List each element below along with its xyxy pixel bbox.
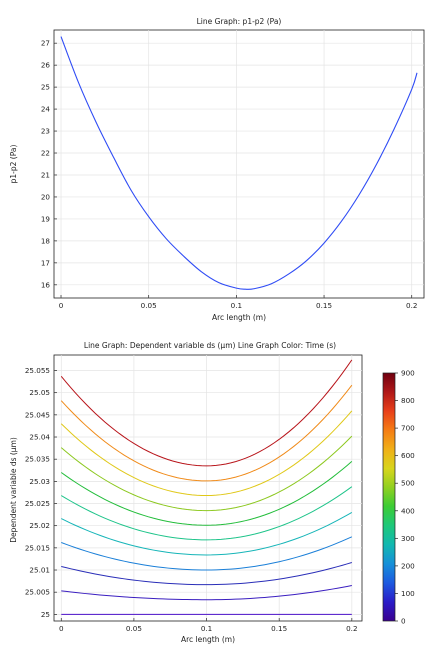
chart-bottom: Line Graph: Dependent variable ds (μm) L… xyxy=(9,341,415,644)
colorbar-tick-label: 800 xyxy=(401,396,415,405)
chart-bottom-series-line-t200 xyxy=(61,562,352,586)
chart-top-x-tick-label: 0 xyxy=(59,301,64,310)
chart-top-y-label: p1-p2 (Pa) xyxy=(9,145,18,184)
chart-top-y-tick-label: 21 xyxy=(41,170,50,179)
chart-bottom-series-line-t700 xyxy=(60,410,353,497)
chart-bottom-x-ticks: 0 0.05 0.1 0.15 0.2 xyxy=(59,618,358,633)
chart-top-grid xyxy=(54,30,424,298)
chart-bottom-y-tick-label: 25.01 xyxy=(29,566,50,575)
colorbar-tick-label: 100 xyxy=(401,589,415,598)
chart-bottom-y-ticks: 25 25.005 25.01 25.015 25.02 25.025 25.03 25.03… xyxy=(25,366,57,619)
chart-top-x-tick-label: 0.2 xyxy=(406,301,417,310)
chart-bottom-y-tick-label: 25.015 xyxy=(25,543,50,552)
colorbar-gradient xyxy=(382,372,396,622)
chart-bottom-series-line-t450 xyxy=(61,486,353,541)
chart-top-x-label: Arc length (m) xyxy=(212,313,266,322)
chart-bottom-series-line-t100 xyxy=(61,585,352,601)
chart-bottom-x-tick-label: 0.2 xyxy=(346,624,357,633)
colorbar-tick-label: 600 xyxy=(401,451,415,460)
chart-top-y-tick-label: 18 xyxy=(41,236,51,245)
chart-top-x-ticks: 0 0.05 0.1 0.15 0.2 xyxy=(59,295,417,310)
chart-bottom-y-tick-label: 25.04 xyxy=(29,433,50,442)
chart-bottom-x-tick-label: 0.05 xyxy=(126,624,142,633)
chart-bottom-x-tick-label: 0.1 xyxy=(201,624,212,633)
chart-top-y-tick-label: 17 xyxy=(41,258,50,267)
chart-bottom-series-line-t500 xyxy=(60,461,353,526)
chart-top-y-tick-label: 19 xyxy=(41,214,51,223)
chart-top-y-tick-label: 26 xyxy=(41,61,51,70)
chart-bottom-series-line-t600 xyxy=(60,435,353,512)
chart-bottom-y-tick-label: 25.025 xyxy=(25,499,50,508)
chart-top-y-tick-label: 27 xyxy=(41,39,50,48)
chart-bottom-y-tick-label: 25.035 xyxy=(25,455,50,464)
chart-bottom-x-tick-label: 0 xyxy=(59,624,64,633)
chart-top-title: Line Graph: p1-p2 (Pa) xyxy=(197,17,282,26)
chart-bottom-y-tick-label: 25.02 xyxy=(29,521,50,530)
colorbar-tick-label: 0 xyxy=(401,617,406,626)
chart-bottom-y-tick-label: 25.05 xyxy=(29,388,50,397)
chart-bottom-y-label: Dependent variable ds (μm) xyxy=(9,437,18,543)
chart-bottom-y-tick-label: 25.055 xyxy=(25,366,50,375)
chart-top-series-line xyxy=(60,36,418,290)
chart-bottom-x-tick-label: 0.15 xyxy=(271,624,287,633)
colorbar-tick-label: 500 xyxy=(401,479,415,488)
chart-top-y-tick-label: 24 xyxy=(41,105,51,114)
chart-top-y-tick-label: 20 xyxy=(41,192,51,201)
chart-top-y-ticks: 16 17 18 19 20 21 22 23 24 25 26 27 xyxy=(41,39,57,289)
chart-bottom-series-line-t400 xyxy=(61,511,353,556)
colorbar-tick-label: 700 xyxy=(401,424,415,433)
chart-bottom-series xyxy=(60,359,353,615)
colorbar-tick-label: 300 xyxy=(401,534,415,543)
chart-top-x-tick-label: 0.05 xyxy=(141,301,157,310)
chart-bottom-title: Line Graph: Dependent variable ds (μm) L… xyxy=(84,341,336,350)
chart-bottom-series-line-t300 xyxy=(61,536,353,571)
colorbar-tick-label: 200 xyxy=(401,561,415,570)
chart-bottom-y-tick-label: 25.045 xyxy=(25,410,50,419)
chart-top-x-tick-label: 0.15 xyxy=(316,301,332,310)
chart-top: Line Graph: p1-p2 (Pa) 0 0.05 0.1 0.15 0.2 1… xyxy=(9,17,425,322)
colorbar-tick-label: 400 xyxy=(401,506,415,515)
chart-bottom-y-tick-label: 25 xyxy=(41,610,50,619)
chart-top-x-tick-label: 0.1 xyxy=(231,301,242,310)
chart-bottom-series-line-t800 xyxy=(60,384,353,482)
chart-bottom-series-line-t900 xyxy=(60,359,353,467)
chart-bottom-y-tick-label: 25.03 xyxy=(29,477,50,486)
chart-top-y-tick-label: 23 xyxy=(41,127,50,136)
chart-top-y-tick-label: 22 xyxy=(41,149,50,158)
colorbar: 0 100 200 300 400 500 600 700 800 900 xyxy=(382,369,415,626)
chart-top-y-tick-label: 16 xyxy=(41,280,51,289)
chart-top-plot-frame xyxy=(53,29,425,299)
colorbar-tick-label: 900 xyxy=(401,369,415,378)
chart-top-series xyxy=(60,36,418,290)
chart-bottom-x-label: Arc length (m) xyxy=(181,635,235,644)
chart-bottom-y-tick-label: 25.005 xyxy=(25,588,50,597)
chart-top-y-tick-label: 25 xyxy=(41,83,50,92)
chart-bottom-plot-frame xyxy=(53,354,363,622)
